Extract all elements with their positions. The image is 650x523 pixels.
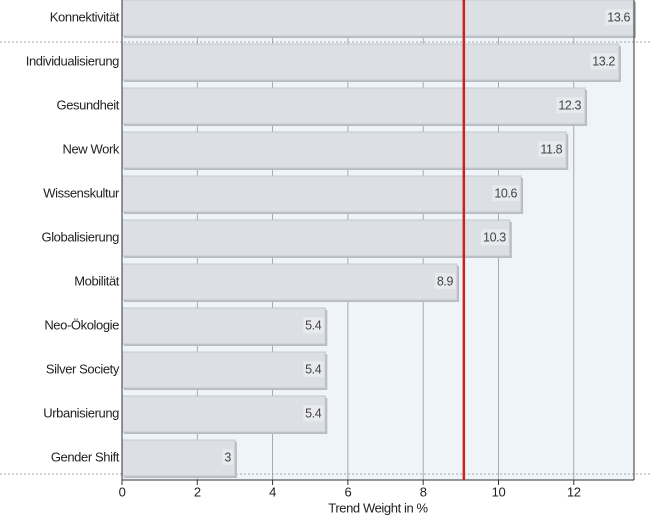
bar (121, 439, 236, 477)
bar (121, 43, 620, 81)
x-tick-label: 12 (567, 484, 581, 499)
bar (121, 263, 458, 301)
bar (121, 351, 326, 389)
y-tick-label: Individualisierung (26, 53, 119, 68)
value-label: 5.4 (305, 406, 322, 420)
value-label: 12.3 (558, 98, 581, 112)
x-tick-label: 6 (344, 484, 351, 499)
value-label-bg (492, 185, 520, 202)
value-label: 8.9 (437, 274, 454, 288)
x-tick-label: 0 (119, 484, 126, 499)
y-tick-label: Neo-Ökologie (44, 317, 119, 332)
value-label: 13.2 (592, 54, 615, 68)
y-tick-label: Mobilität (74, 273, 120, 288)
bar (121, 395, 326, 433)
value-label: 13.6 (607, 10, 630, 24)
y-tick-label: Silver Society (46, 361, 120, 376)
bar (121, 219, 511, 257)
y-tick-label: Gender Shift (51, 449, 120, 464)
value-label-bg (222, 449, 234, 466)
y-tick-label: Wissenskultur (43, 185, 120, 200)
value-label-bg (434, 273, 456, 290)
value-label: 10.6 (494, 186, 517, 200)
value-label-bg (590, 53, 618, 70)
value-label: 5.4 (305, 318, 322, 332)
bar (121, 175, 522, 213)
value-label: 11.8 (540, 142, 562, 156)
x-axis-title: Trend Weight in % (328, 500, 428, 515)
value-label-bg (605, 9, 633, 26)
bar (121, 307, 326, 345)
y-tick-label: Urbanisierung (43, 405, 119, 420)
value-label: 10.3 (483, 230, 506, 244)
value-label-bg (303, 317, 324, 334)
bars (121, 0, 636, 478)
x-tick-label: 10 (492, 484, 506, 499)
value-label-bg (481, 229, 509, 246)
value-label-bg (303, 361, 324, 378)
y-tick-label: Globalisierung (41, 229, 119, 244)
x-tick-label: 4 (269, 484, 276, 499)
y-tick-label: Gesundheit (57, 97, 120, 112)
value-label-bg (303, 405, 324, 422)
value-label-bg (556, 97, 584, 114)
value-label: 5.4 (305, 362, 322, 376)
x-tick-label: 8 (420, 484, 427, 499)
y-tick-label: New Work (62, 141, 119, 156)
bar (121, 87, 586, 125)
value-label: 3 (224, 450, 231, 464)
y-tick-label: Konnektivität (50, 9, 120, 24)
bar (121, 0, 635, 37)
bar (121, 131, 567, 169)
value-label-bg (538, 141, 565, 158)
x-tick-label: 2 (194, 484, 201, 499)
